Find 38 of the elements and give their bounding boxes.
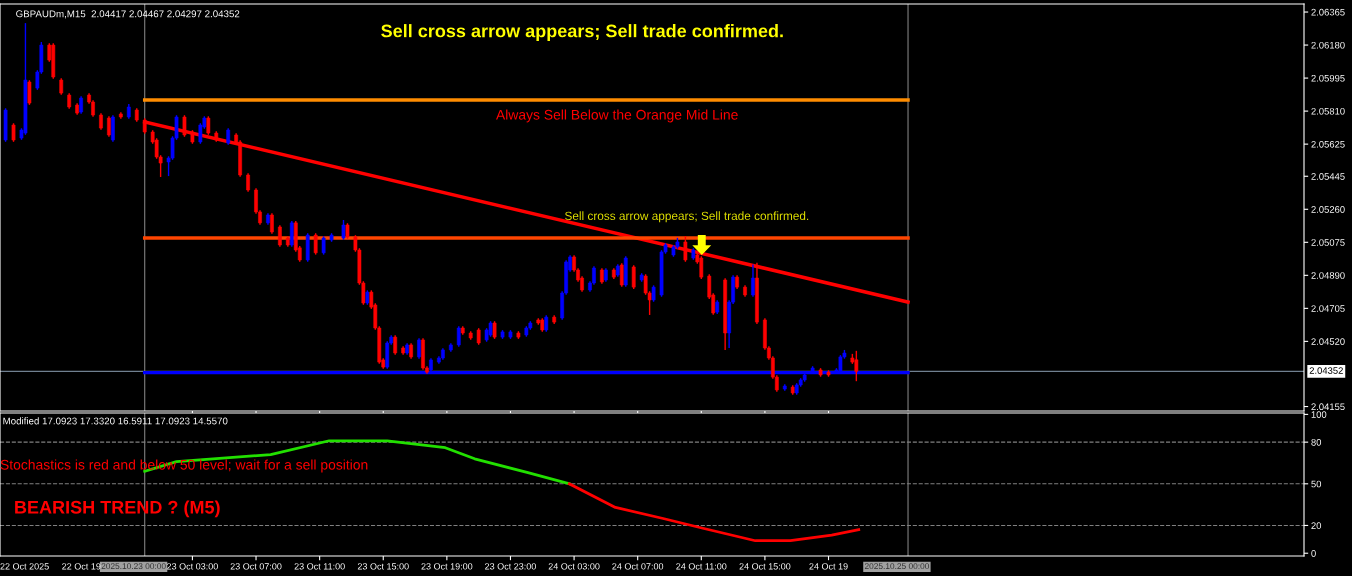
- x-tick-label: 23 Oct 07:00: [230, 563, 282, 570]
- y-tick-label: 2.04890: [1311, 272, 1345, 279]
- x-tick-label: 24 Oct 19: [809, 563, 848, 570]
- ref-line-label: 2.04352: [1309, 367, 1343, 374]
- x-tick-label: 24 Oct 11:00: [676, 563, 727, 570]
- y-tick-label: 20: [1311, 522, 1322, 529]
- text: GBPAUDm,M15 2.04417 2.04467 2.04297 2.04352: [16, 10, 240, 19]
- chart-title: Modified 17.0923 17.3320 16.5911 17.0923 14.5570: [3, 417, 228, 425]
- ref-line-label: 2025.10.23 00:00: [101, 563, 166, 570]
- x-tick-label: 23 Oct 19:00: [421, 563, 473, 570]
- y-tick-label: 100: [1311, 411, 1327, 418]
- y-tick-label: 2.05625: [1311, 140, 1345, 148]
- y-tick-label: 2.05075: [1311, 239, 1345, 246]
- x-tick-label: 23 Oct 11:00: [294, 563, 345, 570]
- x-tick-label: 23 Oct 23:00: [485, 563, 536, 570]
- y-tick-label: 2.05995: [1311, 74, 1345, 82]
- x-tick-label: 24 Oct 15:00: [739, 563, 791, 570]
- y-tick-label: 2.04705: [1311, 305, 1345, 312]
- text: 22 Oct 2025: [0, 563, 49, 570]
- x-tick-label: 23 Oct 15:00: [357, 563, 409, 570]
- y-tick-label: 2.06180: [1311, 41, 1345, 49]
- annotation: Always Sell Below the Orange Mid Line: [495, 109, 738, 123]
- x-tick-label: 23 Oct 03:00: [167, 563, 218, 570]
- y-tick-label: 2.05260: [1311, 206, 1345, 213]
- y-tick-label: 2.06365: [1311, 8, 1345, 16]
- annotation: Sell cross arrow appears; Sell trade confirmed.: [565, 211, 809, 223]
- y-tick-label: 0: [1311, 550, 1316, 557]
- y-tick-label: 2.05810: [1311, 107, 1345, 115]
- y-tick-label: 2.04520: [1311, 338, 1345, 345]
- y-tick-label: 50: [1311, 480, 1322, 488]
- x-tick-label: 24 Oct 07:00: [612, 563, 664, 570]
- y-tick-label: 2.04155: [1311, 403, 1345, 411]
- y-tick-label: 80: [1311, 438, 1322, 446]
- x-tick-label: 24 Oct 03:00: [548, 563, 600, 570]
- ref-line-label: 2025.10.25 00:00: [864, 563, 930, 570]
- y-tick-label: 2.05445: [1311, 173, 1345, 180]
- annotation: Sell cross arrow appears; Sell trade confirmed.: [381, 24, 783, 41]
- annotation: BEARISH TREND ? (M5): [15, 500, 220, 518]
